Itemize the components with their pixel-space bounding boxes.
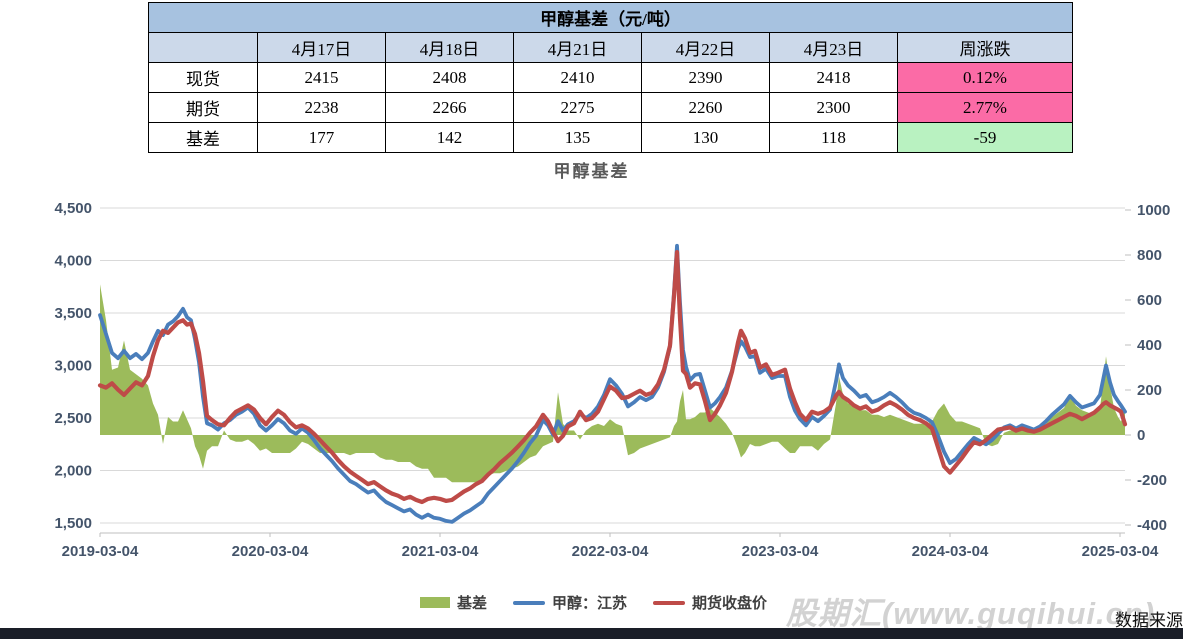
weekly-change-cell: 2.77%	[897, 92, 1073, 123]
bottom-bar	[0, 628, 1183, 639]
spot-line-series	[98, 243, 1127, 524]
table-col-header: 4月23日	[769, 32, 898, 63]
table-col-header: 4月22日	[641, 32, 770, 63]
table-title-row: 甲醇基差（元/吨）	[148, 2, 1073, 33]
chart-legend: 基差 甲醇：江苏 期货收盘价	[420, 592, 767, 613]
table-cell: 2390	[641, 62, 770, 93]
table-col-header: 周涨跌	[897, 32, 1073, 63]
left-axis-tick-label: 3,500	[54, 305, 92, 322]
x-axis-tick-label: 2025-03-04	[1082, 543, 1159, 560]
table-cell: 2300	[769, 92, 898, 123]
legend-label: 基差	[457, 595, 488, 612]
left-axis-tick-label: 3,000	[54, 358, 92, 375]
table-row-spot: 现货 2415 2408 2410 2390 2418 0.12%	[148, 62, 1073, 93]
right-axis-tick-label: -400	[1137, 517, 1167, 534]
table-col-header	[148, 32, 258, 63]
table-cell: 177	[257, 122, 386, 153]
x-axis-tick-label: 2022-03-04	[572, 543, 649, 560]
table-cell: 2266	[385, 92, 514, 123]
table-cell: 130	[641, 122, 770, 153]
right-axis-tick-label: 0	[1137, 427, 1145, 444]
left-axis-tick-label: 2,500	[54, 410, 92, 427]
table-col-header: 4月17日	[257, 32, 386, 63]
right-axis-tick-label: 800	[1137, 247, 1162, 264]
futures-line-swatch-icon	[653, 600, 686, 605]
x-axis-tick-label: 2020-03-04	[232, 543, 309, 560]
table-cell: 2275	[513, 92, 642, 123]
x-axis-tick-label: 2019-03-04	[62, 543, 139, 560]
row-label: 现货	[148, 62, 258, 93]
right-axis-tick-label: 1000	[1137, 202, 1170, 219]
x-axis-tick-label: 2021-03-04	[402, 543, 479, 560]
left-axis-tick-label: 2,000	[54, 463, 92, 480]
spot-line-swatch-icon	[513, 600, 546, 605]
basis-area-series	[100, 284, 1125, 483]
table-cell: 142	[385, 122, 514, 153]
weekly-change-cell: -59	[897, 122, 1073, 153]
chart-title: 甲醇基差	[553, 162, 630, 181]
table-cell: 2418	[769, 62, 898, 93]
x-axis-tick-label: 2023-03-04	[742, 543, 819, 560]
right-axis-tick-label: -200	[1137, 472, 1167, 489]
right-axis-tick-label: 400	[1137, 337, 1162, 354]
table-col-header: 4月21日	[513, 32, 642, 63]
left-axis-tick-label: 4,000	[54, 253, 92, 270]
table-row-basis: 基差 177 142 135 130 118 -59	[148, 122, 1073, 153]
table-cell: 135	[513, 122, 642, 153]
weekly-change-cell: 0.12%	[897, 62, 1073, 93]
legend-label: 期货收盘价	[692, 595, 768, 612]
table-row-futures: 期货 2238 2266 2275 2260 2300 2.77%	[148, 92, 1073, 123]
legend-label: 甲醇：江苏	[552, 595, 628, 612]
legend-item-futures: 期货收盘价	[653, 592, 767, 613]
table-cell: 2260	[641, 92, 770, 123]
table-cell: 2415	[257, 62, 386, 93]
table-header-row: 4月17日 4月18日 4月21日 4月22日 4月23日 周涨跌	[148, 32, 1073, 63]
row-label: 基差	[148, 122, 258, 153]
left-axis-tick-label: 4,500	[54, 200, 92, 217]
watermark: 股期汇(www.guqihui.cn)	[786, 596, 1156, 631]
futures-line-series	[97, 249, 1128, 505]
table-cell: 2238	[257, 92, 386, 123]
right-axis-tick-label: 200	[1137, 382, 1162, 399]
table-col-header: 4月18日	[385, 32, 514, 63]
summary-table: 甲醇基差（元/吨） 4月17日 4月18日 4月21日 4月22日 4月23日 …	[148, 2, 1073, 153]
right-axis-tick-label: 600	[1137, 292, 1162, 309]
table-title: 甲醇基差（元/吨）	[148, 2, 1073, 33]
chart-svg: 4,500 4,000 3,500 3,000 2,500 2,000 1,500 1000 8…	[54, 200, 1170, 560]
left-axis-tick-label: 1,500	[54, 515, 92, 532]
legend-item-spot: 甲醇：江苏	[513, 592, 627, 613]
basis-area-swatch-icon	[420, 597, 450, 608]
data-source-note: 数据来源	[1115, 611, 1183, 630]
table-cell: 118	[769, 122, 898, 153]
legend-item-basis: 基差	[420, 592, 487, 613]
table-cell: 2410	[513, 62, 642, 93]
row-label: 期货	[148, 92, 258, 123]
table-cell: 2408	[385, 62, 514, 93]
x-axis-tick-label: 2024-03-04	[912, 543, 989, 560]
